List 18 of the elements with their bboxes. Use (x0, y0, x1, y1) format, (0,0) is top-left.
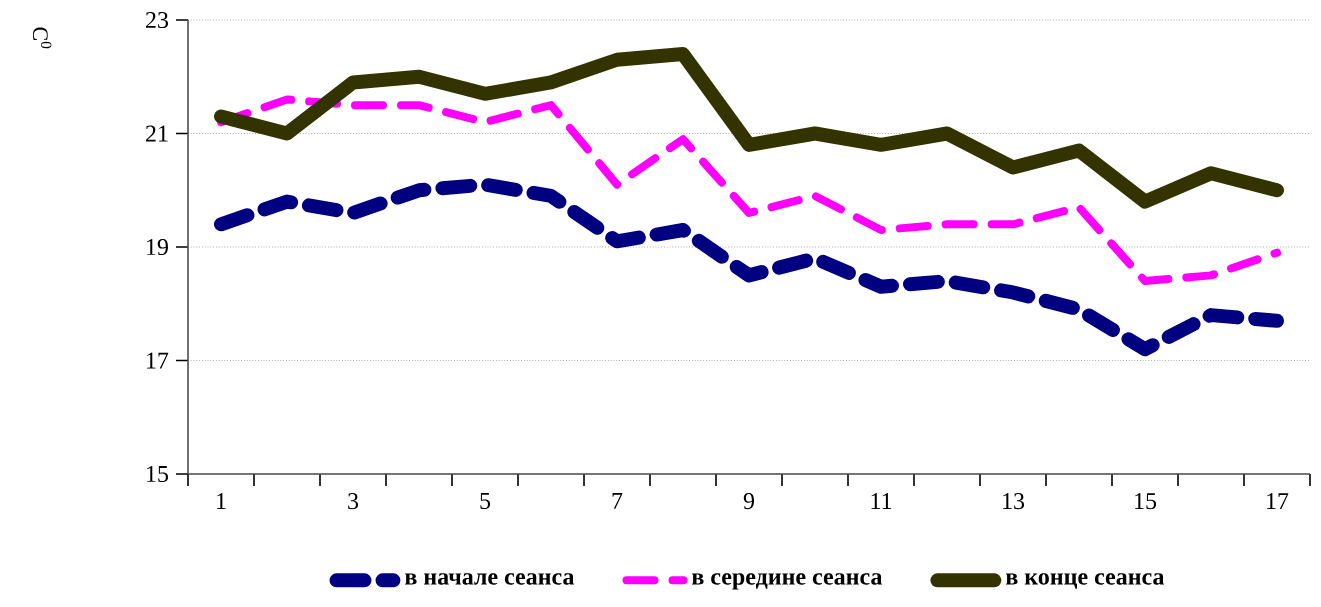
x-tick-label: 17 (1267, 493, 1289, 509)
x-tick-label: 11 (871, 493, 892, 509)
x-tick-label: 1 (217, 493, 226, 509)
x-tick-label: 3 (348, 493, 359, 510)
legend-label: в начале сеанса (405, 573, 575, 585)
y-tick-label: 15 (147, 465, 169, 483)
x-tick-label: 15 (1135, 493, 1157, 510)
legend-label: в середине сеанса (692, 573, 883, 590)
y-tick-label: 21 (146, 125, 168, 142)
x-tick-label: 5 (480, 493, 491, 509)
x-tick-label: 13 (1003, 493, 1025, 510)
x-tick-label: 9 (743, 493, 755, 510)
y-tick-label: 17 (147, 352, 169, 369)
y-tick-label: 23 (146, 11, 169, 29)
legend-label: в конце сеанса (1005, 573, 1165, 589)
x-tick-label: 7 (612, 493, 623, 509)
y-tick-label: 19 (147, 238, 168, 256)
y-axis-title: C$^{0}$ (32, 27, 52, 49)
